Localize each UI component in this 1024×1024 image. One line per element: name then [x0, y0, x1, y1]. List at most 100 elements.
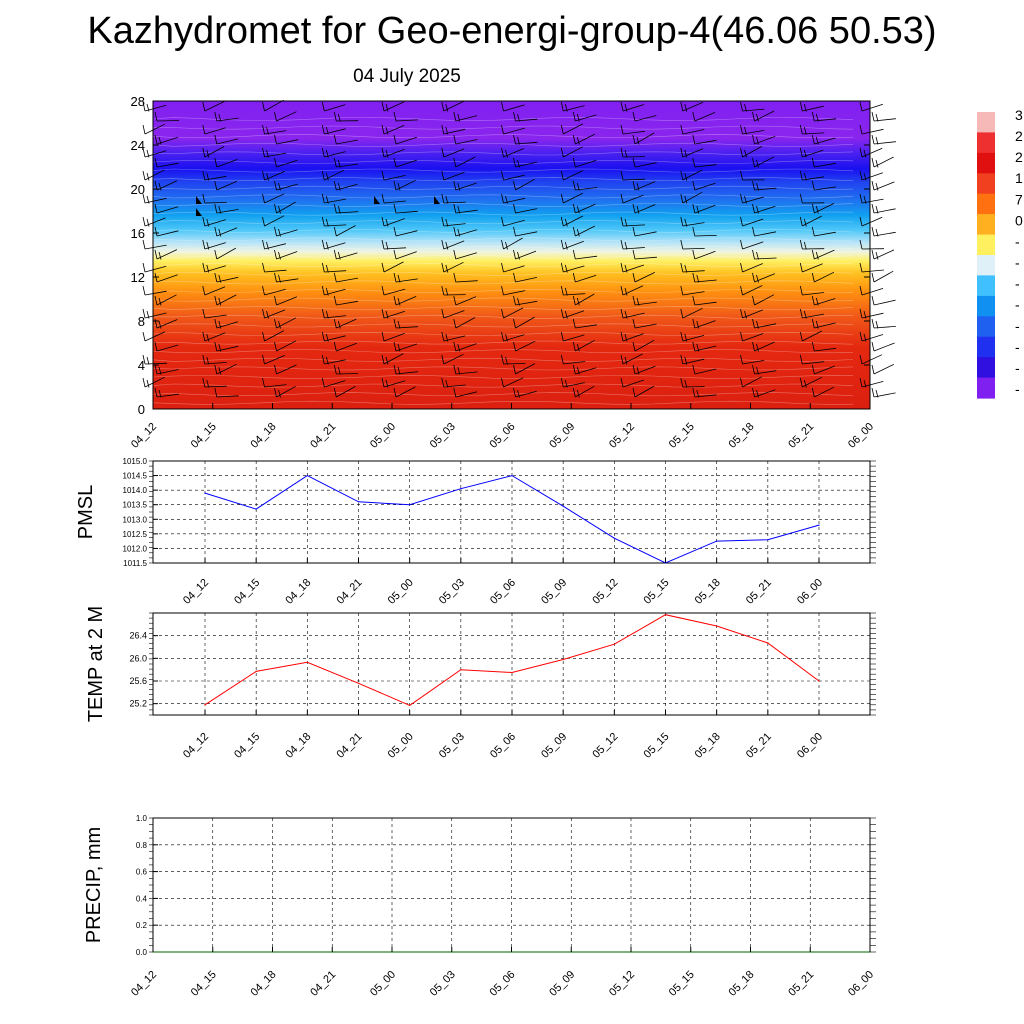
wind-barb-shaft [563, 192, 584, 204]
wind-barb-flag [620, 216, 624, 227]
wind-barb-flag [696, 274, 700, 283]
wind-barb-flag [684, 149, 688, 158]
wind-barb-flag [278, 251, 281, 260]
wind-barb-flag [803, 379, 807, 388]
wind-barb-flag [692, 272, 696, 283]
wind-barb-shaft [144, 265, 167, 273]
wind-barb-shaft [503, 377, 524, 388]
wind-barb-flag [692, 318, 696, 329]
y-axis-title: PRECIP, mm [83, 827, 105, 943]
wind-barb-flag [620, 239, 624, 250]
heatmap-xtick-label: 04_15 [189, 421, 219, 451]
wind-barb-shaft [276, 159, 298, 168]
wind-barb-flag [337, 182, 341, 191]
wind-barb-flag [262, 101, 265, 112]
heatmap-xtick-label: 05_03 [428, 421, 458, 451]
wind-barb-flag [811, 134, 815, 145]
wind-barb-flag [863, 172, 867, 181]
xtick-label: 05_18 [727, 969, 757, 999]
wind-barb-shaft [156, 120, 180, 122]
heatmap-xtick-label: 05_15 [667, 421, 697, 451]
wind-barb-flag [680, 262, 684, 273]
wind-barb-flag [692, 387, 696, 398]
contour-line [152, 280, 854, 285]
wind-barb-flag [875, 251, 879, 260]
wind-barb-flag [262, 377, 265, 388]
wind-barb-flag [218, 343, 222, 352]
contour-line [152, 237, 853, 242]
wind-barb-shaft [264, 269, 287, 273]
wind-barb-flag [393, 272, 397, 283]
colorbar-swatch [977, 336, 995, 358]
wind-barb-flag [337, 205, 341, 214]
wind-barb-shaft [336, 139, 358, 145]
wind-barb-flag [756, 389, 759, 398]
contour-line [152, 271, 854, 276]
wind-barb-shaft [503, 219, 525, 227]
wind-barb-flag [624, 264, 628, 273]
wind-barb-flag [206, 241, 210, 250]
wind-barb-shaft [754, 294, 775, 306]
wind-barb-shaft [395, 386, 416, 398]
xtick-label: 04_21 [335, 577, 365, 607]
wind-barb-flag [620, 262, 624, 273]
wind-barb-flag [262, 285, 265, 296]
wind-barb-flag [684, 103, 688, 112]
wind-barb-flag [445, 264, 449, 273]
ytick-label: 1012.5 [123, 530, 148, 539]
wind-barb-shaft [742, 263, 763, 273]
wind-barb-flag [214, 157, 218, 168]
wind-barb-flag [815, 136, 819, 145]
contour-line [152, 117, 854, 121]
wind-barb-flag [871, 341, 875, 352]
wind-barb-flag [158, 136, 162, 145]
wind-barb-flag [572, 180, 576, 191]
wind-barb-shaft [814, 347, 837, 352]
wind-barb-flag [632, 134, 636, 145]
wind-barb-flag [457, 113, 461, 122]
wind-barb-flag [859, 285, 863, 296]
wind-barb-flag [505, 356, 508, 365]
wind-barb-flag [859, 124, 863, 135]
colorbar-swatch [977, 275, 995, 297]
wind-barb-shaft [503, 363, 526, 365]
heatmap-ytick-label: 0 [138, 402, 145, 417]
wind-barb-flag [154, 364, 158, 375]
wind-barb-flag [692, 295, 696, 306]
wind-barb-flag [321, 308, 325, 319]
wind-barb-flag [576, 228, 580, 237]
wind-barbs-layer [142, 99, 896, 398]
page-subtitle: 04 July 2025 [353, 66, 461, 87]
wind-barb-flag [158, 366, 162, 375]
series-point [767, 642, 769, 644]
wind-barb-flag [564, 287, 568, 296]
wind-barb-shaft [216, 138, 239, 145]
wind-barb-flag [696, 343, 700, 352]
wind-barb-flag [206, 264, 210, 273]
colorbar-swatch [977, 295, 995, 317]
wind-barb-flag [560, 101, 564, 112]
wind-barb-flag [572, 364, 576, 375]
wind-barb-flag [740, 101, 743, 112]
wind-barb-flag [381, 101, 385, 112]
wind-barb-shaft [264, 288, 286, 296]
wind-barb-flag [214, 318, 218, 329]
wind-barb-flag [274, 157, 277, 168]
wind-barb-flag [560, 308, 564, 319]
wind-barb-flag [333, 134, 337, 145]
wind-barb-flag [154, 295, 158, 306]
wind-barb-flag [620, 193, 624, 204]
heatmap-xtick-label: 05_00 [368, 421, 398, 451]
wind-barb-flag [564, 241, 568, 250]
wind-barb-flag [445, 287, 449, 296]
wind-barb-flag [321, 354, 325, 365]
contour-line [152, 134, 854, 139]
wind-barb-flag [321, 101, 325, 112]
wind-barb-flag [214, 295, 218, 306]
wind-barb-shaft [383, 333, 405, 342]
wind-barb-flag [859, 377, 863, 388]
wind-barb-flag [572, 226, 576, 237]
wind-barb-flag [214, 111, 218, 122]
wind-barb-flag [337, 159, 341, 168]
